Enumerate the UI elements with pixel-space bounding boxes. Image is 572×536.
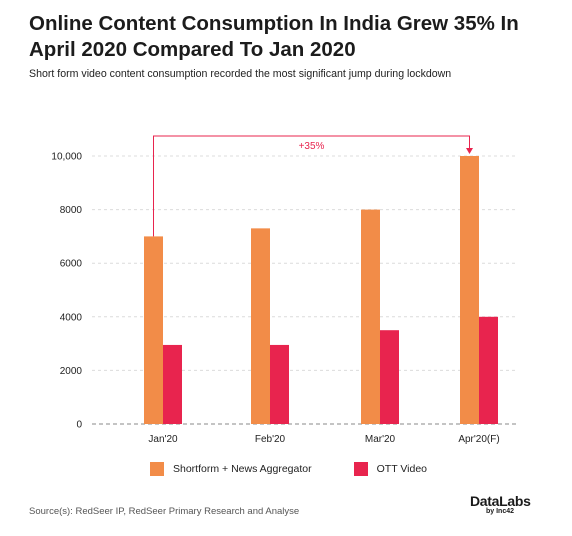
brand-byline: by Inc42	[486, 508, 515, 515]
brand-name: DataLabs	[470, 493, 531, 509]
bar-ott	[270, 344, 289, 424]
bar-shortform	[251, 228, 270, 424]
y-tick-label: 8000	[60, 205, 83, 216]
x-tick-label: Mar'20	[365, 434, 396, 445]
x-tick-label: Jan'20	[148, 434, 178, 445]
y-tick-label: 0	[76, 420, 82, 431]
x-tick-label: Feb'20	[255, 434, 286, 445]
y-tick-label: 4000	[60, 312, 83, 323]
legend-label-shortform: Shortform + News Aggregator	[173, 463, 312, 475]
bar-ott	[380, 330, 399, 424]
x-tick-label: Apr'20(F)	[458, 434, 499, 445]
legend-swatch-ott	[353, 462, 368, 476]
bar-shortform	[144, 236, 163, 424]
y-tick-label: 2000	[60, 366, 83, 377]
legend: Shortform + News Aggregator OTT Video	[150, 462, 469, 476]
legend-item-ott: OTT Video	[353, 462, 427, 476]
legend-swatch-shortform	[150, 462, 164, 476]
annotation-arrowhead	[466, 148, 473, 154]
annotation-bracket	[153, 135, 470, 237]
bar-shortform	[460, 156, 479, 424]
chart-subtitle: Short form video content consumption rec…	[29, 68, 452, 80]
bar-ott	[163, 344, 182, 424]
bar-chart: 0 2000 4000 6000 8000 10,000 Jan'20 Feb'20 Mar'2…	[51, 135, 518, 445]
legend-item-shortform: Shortform + News Aggregator	[150, 462, 312, 476]
chart-title: Online Content Consumption In India Grew…	[29, 12, 519, 61]
y-tick-label: 10,000	[51, 152, 82, 163]
bar-shortform	[361, 209, 380, 424]
annotation-label: +35%	[299, 141, 325, 152]
source-note: Source(s): RedSeer IP, RedSeer Primary R…	[29, 506, 300, 517]
legend-label-ott: OTT Video	[376, 463, 427, 475]
y-tick-label: 6000	[60, 259, 83, 270]
brand-logo: DataLabs by Inc42	[470, 493, 550, 515]
bar-ott	[479, 316, 498, 424]
